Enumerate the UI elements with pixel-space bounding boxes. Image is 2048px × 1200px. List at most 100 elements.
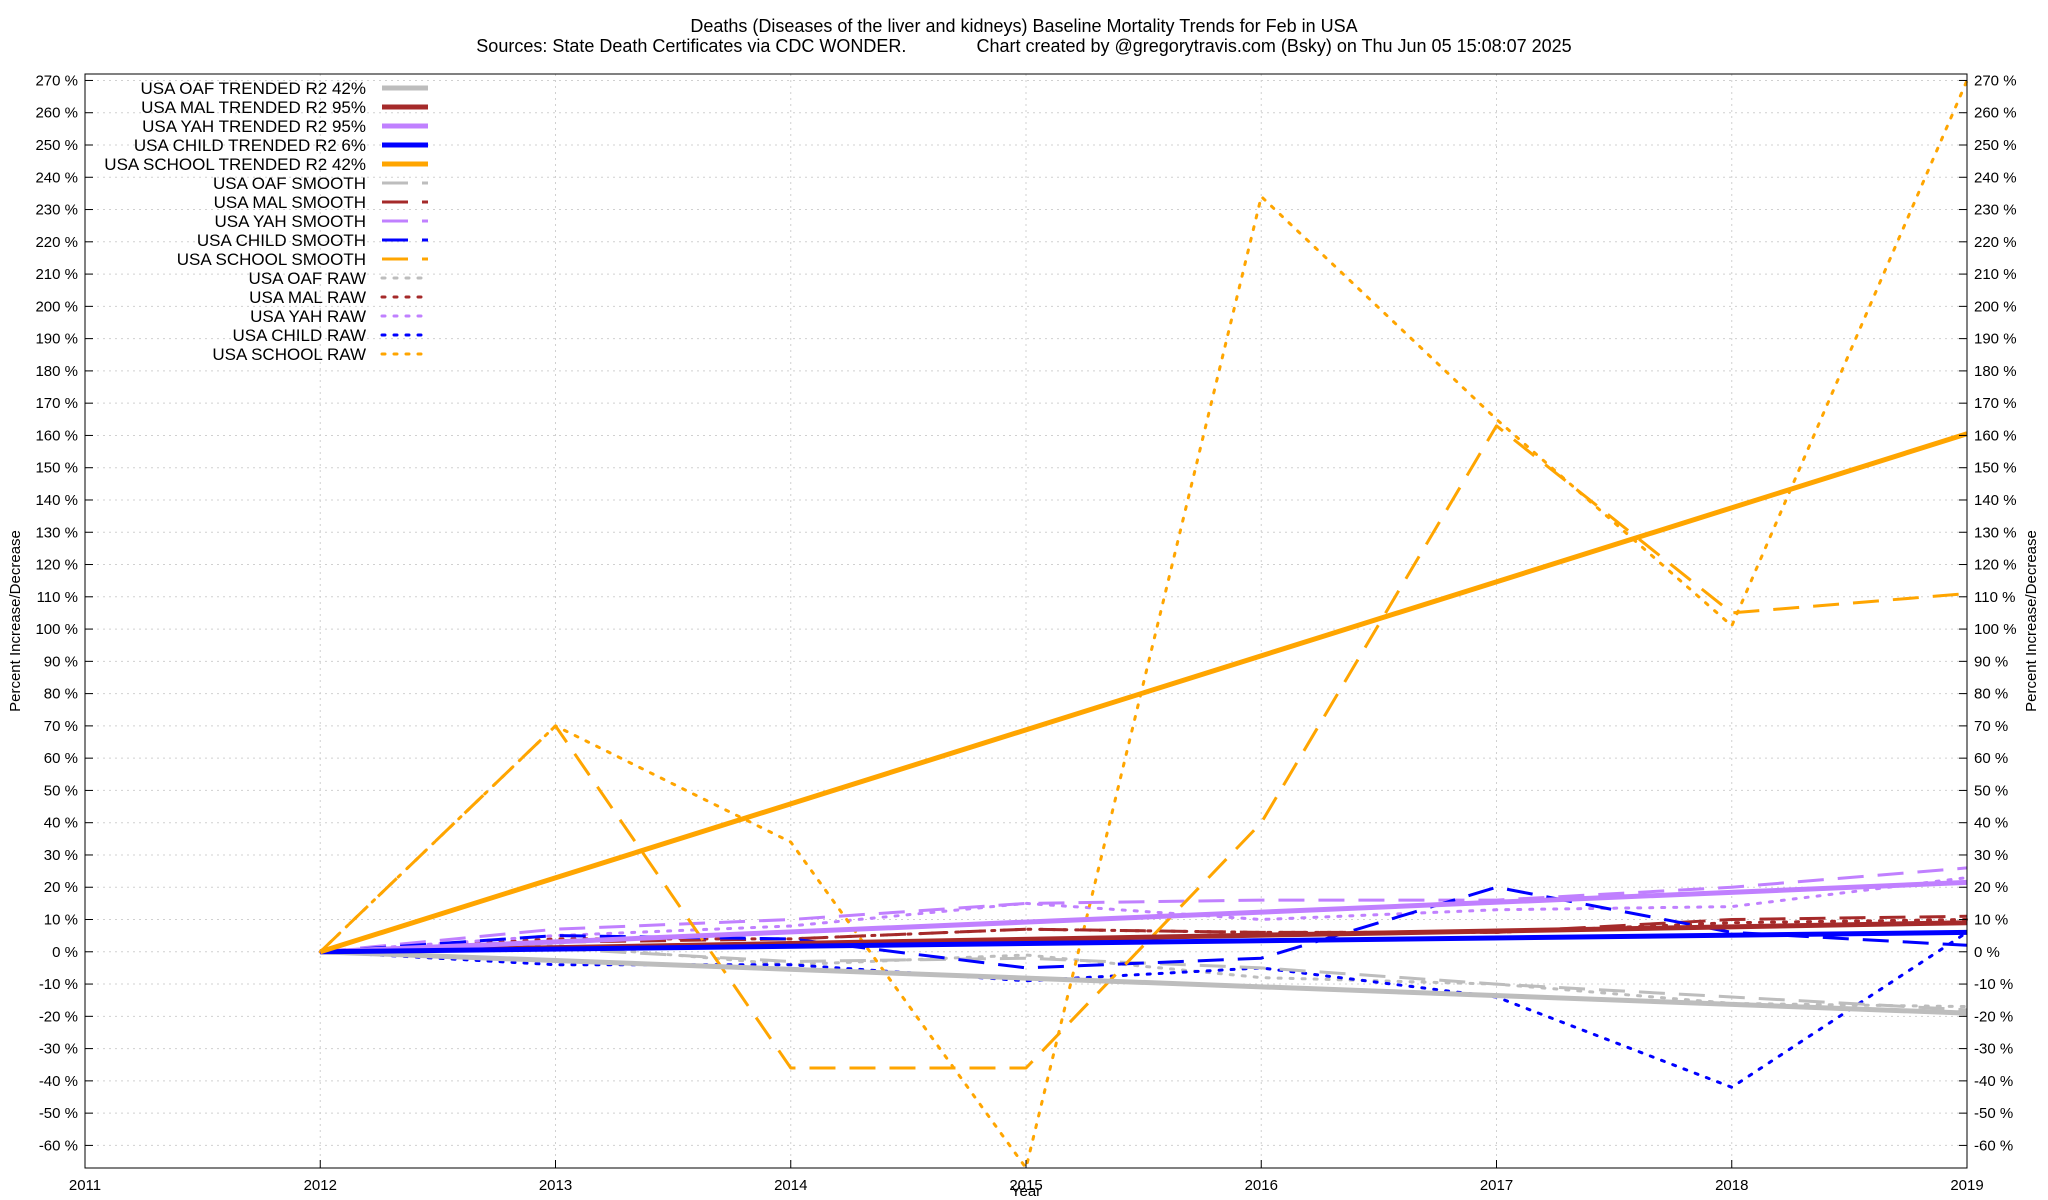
y2-tick-label: 180 %	[1974, 363, 2017, 380]
x-tick-label: 2011	[69, 1177, 101, 1194]
y2-tick-label: 130 %	[1974, 524, 2017, 541]
x-tick-label: 2013	[539, 1177, 572, 1194]
y-tick-label: 110 %	[37, 589, 78, 606]
y-tick-label: 160 %	[35, 427, 78, 444]
series-line-9	[320, 885, 1968, 970]
y2-tick-label: 50 %	[1974, 782, 2008, 799]
y-tick-label: -20 %	[39, 1008, 78, 1025]
y-tick-label: 130 %	[35, 524, 78, 541]
y2-tick-label: 90 %	[1974, 653, 2008, 670]
legend: USA OAF TRENDED R2 42%USA MAL TRENDED R2…	[104, 79, 430, 364]
series-line-15	[318, 79, 1969, 1170]
axis-ticks: -60 % -60 % -50 % -50 % -40 % -40 % -30 % -30 %…	[35, 72, 2016, 1194]
y2-tick-label: 140 %	[1974, 492, 2017, 509]
y2-tick-label: 150 %	[1974, 460, 2017, 477]
y2-tick-label: 80 %	[1974, 686, 2008, 703]
y2-tick-label: -20 %	[1974, 1008, 2013, 1025]
y-tick-label: 200 %	[35, 298, 78, 315]
series-line-7	[320, 914, 1968, 954]
y-tick-label: 60 %	[44, 750, 78, 767]
y2-tick-label: 160 %	[1974, 427, 2017, 444]
y-tick-label: -40 %	[39, 1073, 78, 1090]
y-tick-label: 250 %	[35, 137, 78, 154]
y2-tick-label: 210 %	[1974, 266, 2017, 283]
legend-label: USA YAH SMOOTH	[215, 212, 366, 231]
legend-label: USA MAL TRENDED R2 95%	[141, 98, 366, 117]
series-line-5	[319, 431, 1968, 955]
legend-label: USA OAF SMOOTH	[213, 174, 366, 193]
legend-label: USA OAF TRENDED R2 42%	[141, 79, 366, 98]
legend-label: USA OAF RAW	[249, 269, 366, 288]
y2-tick-label: 110 %	[1974, 589, 2015, 606]
y-tick-label: 270 %	[35, 72, 78, 89]
y2-tick-label: 40 %	[1974, 815, 2008, 832]
series-line-10	[319, 424, 1968, 1070]
grid-lines	[84, 74, 1968, 1168]
y2-tick-label: 20 %	[1974, 879, 2008, 896]
data-series	[318, 79, 1969, 1170]
y2-tick-label: 10 %	[1974, 912, 2008, 929]
series-line-6	[320, 947, 1968, 1012]
series-line-1	[320, 949, 1968, 1016]
series-line-14	[318, 930, 1969, 1089]
y2-tick-label: 30 %	[1974, 847, 2008, 864]
y2-tick-label: 120 %	[1974, 557, 2017, 574]
y-tick-label: 240 %	[35, 169, 78, 186]
y-tick-label: 50 %	[44, 782, 78, 799]
chart-title: Deaths (Diseases of the liver and kidney…	[690, 16, 1357, 36]
y2-tick-label: 70 %	[1974, 718, 2008, 735]
x-tick-label: 2016	[1245, 1177, 1278, 1194]
y2-tick-label: 230 %	[1974, 202, 2017, 219]
legend-label: USA SCHOOL TRENDED R2 42%	[104, 155, 366, 174]
y2-axis-label: Percent Increase/Decrease	[2023, 530, 2040, 712]
series-line-8	[320, 866, 1968, 954]
y2-tick-label: -60 %	[1974, 1137, 2013, 1154]
series-line-4	[320, 929, 1968, 955]
y-tick-label: 120 %	[35, 557, 78, 574]
y2-tick-label: 240 %	[1974, 169, 2017, 186]
y-tick-label: 0 %	[52, 944, 78, 961]
series-line-3	[320, 879, 1968, 955]
y2-tick-label: -50 %	[1974, 1105, 2013, 1122]
y2-tick-label: 250 %	[1974, 137, 2017, 154]
x-tick-label: 2015	[1009, 1177, 1042, 1194]
x-tick-label: 2012	[304, 1177, 337, 1194]
chart-subtitle: Sources: State Death Certificates via CD…	[476, 36, 1571, 56]
y-tick-label: 180 %	[35, 363, 78, 380]
x-tick-label: 2017	[1480, 1177, 1513, 1194]
y-tick-label: 230 %	[35, 202, 78, 219]
y-tick-label: 90 %	[44, 653, 78, 670]
y-tick-label: 10 %	[44, 912, 78, 929]
y-tick-label: 20 %	[44, 879, 78, 896]
y2-tick-label: -40 %	[1974, 1073, 2013, 1090]
y-tick-label: 220 %	[35, 234, 78, 251]
legend-label: USA MAL RAW	[249, 288, 366, 307]
y2-tick-label: 0 %	[1974, 944, 2000, 961]
y-tick-label: 190 %	[35, 331, 78, 348]
y-tick-label: 100 %	[35, 621, 78, 638]
y-tick-label: 260 %	[35, 105, 78, 122]
y2-tick-label: 190 %	[1974, 331, 2017, 348]
legend-label: USA CHILD SMOOTH	[197, 231, 366, 250]
legend-label: USA CHILD RAW	[232, 326, 366, 345]
legend-label: USA YAH TRENDED R2 95%	[142, 117, 366, 136]
y-tick-label: -30 %	[39, 1041, 78, 1058]
y2-tick-label: 220 %	[1974, 234, 2017, 251]
y2-tick-label: -30 %	[1974, 1041, 2013, 1058]
legend-label: USA SCHOOL RAW	[212, 345, 366, 364]
x-tick-label: 2014	[774, 1177, 807, 1194]
y2-tick-label: 200 %	[1974, 298, 2017, 315]
y2-tick-label: 60 %	[1974, 750, 2008, 767]
y2-tick-label: 260 %	[1974, 105, 2017, 122]
y-tick-label: 70 %	[44, 718, 78, 735]
x-axis-label: Year	[1011, 1183, 1041, 1200]
y2-tick-label: 170 %	[1974, 395, 2017, 412]
y-tick-label: 150 %	[35, 460, 78, 477]
y-tick-label: 40 %	[44, 815, 78, 832]
y2-tick-label: -10 %	[1974, 976, 2013, 993]
y-axis-label: Percent Increase/Decrease	[7, 530, 24, 712]
y-tick-label: -10 %	[39, 976, 78, 993]
y-tick-label: 170 %	[35, 395, 78, 412]
y-tick-label: 210 %	[35, 266, 78, 283]
